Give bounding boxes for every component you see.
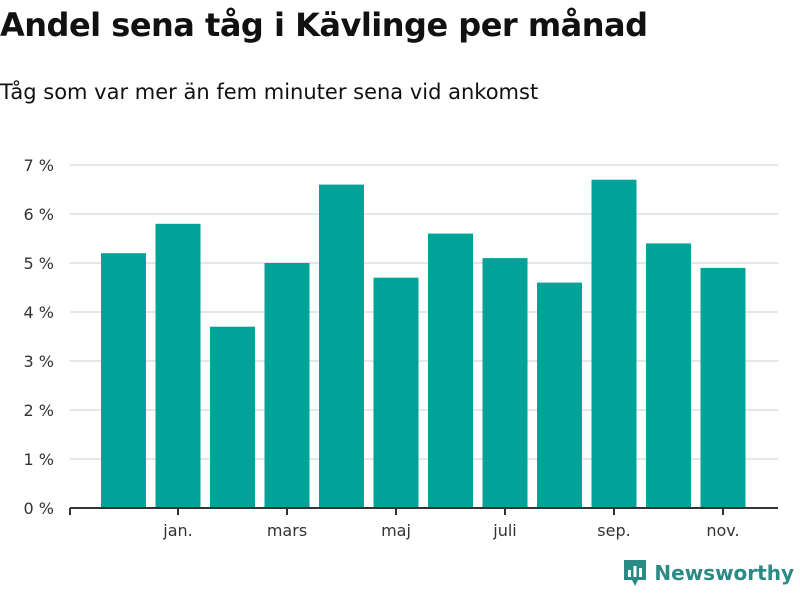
y-tick-label: 7 % [24, 156, 54, 175]
brand-logo: Newsworthy [622, 558, 794, 588]
bar [319, 184, 364, 508]
bar [646, 243, 691, 508]
y-tick-label: 2 % [24, 401, 54, 420]
bar [155, 223, 201, 509]
bar [591, 179, 637, 508]
y-tick-label: 1 % [24, 450, 54, 469]
chart-title: Andel sena tåg i Kävlinge per månad [0, 6, 648, 44]
chart-subtitle: Tåg som var mer än fem minuter sena vid … [0, 80, 539, 104]
x-tick-label: maj [381, 521, 411, 540]
y-tick-label: 0 % [24, 499, 54, 518]
y-tick-label: 6 % [24, 205, 54, 224]
bar [700, 267, 746, 508]
brand-name: Newsworthy [654, 561, 794, 585]
y-tick-label: 4 % [24, 303, 54, 322]
bar [373, 277, 419, 508]
y-tick-label: 5 % [24, 254, 54, 273]
x-tick-label: juli [492, 521, 516, 540]
x-tick-label: nov. [706, 521, 739, 540]
bar [264, 263, 310, 508]
bar [428, 233, 473, 508]
x-tick-label: mars [267, 521, 307, 540]
x-tick-label: jan. [162, 521, 192, 540]
bar [101, 253, 146, 508]
newsworthy-logo-icon [624, 560, 647, 586]
bar [537, 282, 582, 508]
bar [482, 258, 528, 508]
x-tick-label: sep. [597, 521, 630, 540]
bar [210, 326, 255, 508]
y-tick-label: 3 % [24, 352, 54, 371]
